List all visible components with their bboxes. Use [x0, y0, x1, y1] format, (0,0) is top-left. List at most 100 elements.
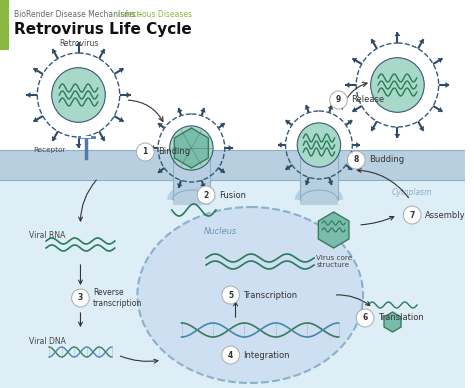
Text: Cytoplasm: Cytoplasm [391, 188, 432, 197]
Polygon shape [100, 136, 105, 141]
Text: Viral DNA: Viral DNA [29, 338, 66, 346]
Polygon shape [394, 32, 401, 36]
Text: Retrovirus Life Cycle: Retrovirus Life Cycle [14, 22, 191, 37]
Polygon shape [34, 117, 38, 122]
Polygon shape [177, 183, 182, 188]
Text: 1: 1 [143, 147, 148, 156]
Text: 7: 7 [410, 211, 415, 220]
FancyArrowPatch shape [357, 168, 409, 198]
Polygon shape [228, 145, 233, 151]
Circle shape [347, 151, 365, 169]
Circle shape [137, 143, 154, 161]
Polygon shape [446, 82, 449, 88]
FancyArrowPatch shape [79, 180, 96, 221]
Polygon shape [319, 212, 349, 248]
Text: Integration: Integration [243, 350, 290, 360]
Polygon shape [127, 92, 130, 98]
Circle shape [222, 286, 239, 304]
Polygon shape [200, 108, 206, 113]
Text: Assembly: Assembly [425, 211, 465, 220]
Polygon shape [200, 183, 206, 188]
Polygon shape [394, 134, 401, 138]
FancyArrowPatch shape [337, 295, 370, 305]
Text: 2: 2 [203, 191, 209, 199]
Polygon shape [174, 128, 209, 168]
Polygon shape [438, 58, 443, 63]
Polygon shape [305, 180, 310, 185]
Polygon shape [346, 82, 349, 88]
Polygon shape [34, 68, 38, 73]
Polygon shape [220, 168, 225, 173]
Polygon shape [371, 39, 376, 44]
Polygon shape [286, 120, 291, 125]
Text: Infectious Diseases: Infectious Diseases [118, 10, 192, 19]
Text: Budding: Budding [369, 156, 404, 165]
Polygon shape [150, 145, 154, 151]
Polygon shape [158, 123, 163, 128]
Polygon shape [328, 105, 333, 110]
Polygon shape [356, 142, 360, 148]
Polygon shape [328, 180, 333, 185]
Text: 4: 4 [228, 350, 233, 360]
Polygon shape [384, 312, 401, 332]
Polygon shape [158, 168, 163, 173]
Text: Virus core
structure: Virus core structure [316, 255, 352, 268]
Circle shape [222, 346, 239, 364]
FancyBboxPatch shape [0, 155, 465, 388]
Circle shape [356, 309, 374, 327]
Polygon shape [352, 58, 357, 63]
Circle shape [170, 126, 213, 170]
Text: 8: 8 [354, 156, 359, 165]
Polygon shape [347, 165, 352, 170]
Ellipse shape [137, 207, 363, 383]
Polygon shape [118, 117, 124, 122]
Polygon shape [75, 42, 82, 46]
Text: Binding: Binding [158, 147, 190, 156]
Text: Release: Release [351, 95, 384, 104]
Text: 5: 5 [228, 291, 233, 300]
Polygon shape [347, 120, 352, 125]
FancyArrowPatch shape [234, 302, 237, 317]
FancyArrowPatch shape [120, 356, 158, 363]
FancyBboxPatch shape [0, 150, 465, 180]
Polygon shape [278, 142, 282, 148]
FancyBboxPatch shape [173, 145, 210, 205]
Text: Transcription: Transcription [243, 291, 298, 300]
FancyBboxPatch shape [301, 145, 337, 205]
FancyArrowPatch shape [79, 313, 82, 326]
Polygon shape [177, 108, 182, 113]
FancyBboxPatch shape [0, 0, 9, 50]
Text: Receptor: Receptor [33, 147, 66, 153]
Text: BioRender Disease Mechanisms –: BioRender Disease Mechanisms – [14, 10, 144, 19]
Text: Reverse
transcription: Reverse transcription [93, 288, 143, 308]
Polygon shape [419, 126, 424, 131]
Polygon shape [118, 68, 124, 73]
Text: Fusion: Fusion [219, 191, 246, 199]
Polygon shape [438, 107, 443, 112]
FancyArrowPatch shape [342, 82, 367, 109]
Polygon shape [27, 92, 30, 98]
Polygon shape [220, 123, 225, 128]
Polygon shape [75, 144, 82, 148]
Polygon shape [52, 136, 57, 141]
Text: Nucleus: Nucleus [204, 227, 237, 236]
FancyArrowPatch shape [79, 265, 82, 284]
Circle shape [297, 123, 341, 167]
Polygon shape [352, 107, 357, 112]
Polygon shape [100, 49, 105, 54]
Text: 3: 3 [78, 293, 83, 303]
Circle shape [197, 186, 215, 204]
Polygon shape [286, 165, 291, 170]
Text: 6: 6 [363, 314, 368, 322]
FancyArrowPatch shape [361, 217, 394, 225]
Circle shape [52, 68, 105, 122]
Circle shape [403, 206, 421, 224]
Text: 9: 9 [336, 95, 341, 104]
Polygon shape [52, 49, 57, 54]
Circle shape [72, 289, 89, 307]
Text: Retrovirus: Retrovirus [59, 39, 98, 48]
FancyArrowPatch shape [128, 100, 163, 121]
Polygon shape [419, 39, 424, 44]
Text: Translation: Translation [378, 314, 424, 322]
Polygon shape [305, 105, 310, 110]
